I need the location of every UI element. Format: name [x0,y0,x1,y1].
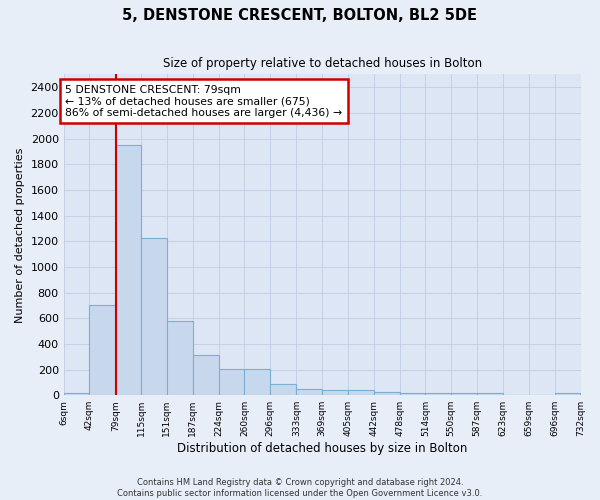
Bar [400,392,425,395]
Y-axis label: Number of detached properties: Number of detached properties [15,147,25,322]
Bar [503,394,529,395]
Bar [477,394,503,395]
Bar [322,390,348,395]
Bar [89,306,116,395]
Bar [141,238,167,395]
Bar [219,369,244,395]
Bar [296,389,322,395]
Text: 5 DENSTONE CRESCENT: 79sqm
← 13% of detached houses are smaller (675)
86% of sem: 5 DENSTONE CRESCENT: 79sqm ← 13% of deta… [65,84,342,118]
Bar [374,392,400,395]
Bar [270,384,296,395]
Bar [555,392,580,395]
Bar [451,392,477,395]
Bar [193,356,219,395]
Bar [116,145,141,395]
Bar [64,394,89,395]
Title: Size of property relative to detached houses in Bolton: Size of property relative to detached ho… [163,58,482,70]
Bar [348,390,374,395]
Bar [425,392,451,395]
Bar [244,369,270,395]
Text: 5, DENSTONE CRESCENT, BOLTON, BL2 5DE: 5, DENSTONE CRESCENT, BOLTON, BL2 5DE [122,8,478,22]
X-axis label: Distribution of detached houses by size in Bolton: Distribution of detached houses by size … [177,442,467,455]
Bar [167,321,193,395]
Bar [529,394,555,395]
Text: Contains HM Land Registry data © Crown copyright and database right 2024.
Contai: Contains HM Land Registry data © Crown c… [118,478,482,498]
